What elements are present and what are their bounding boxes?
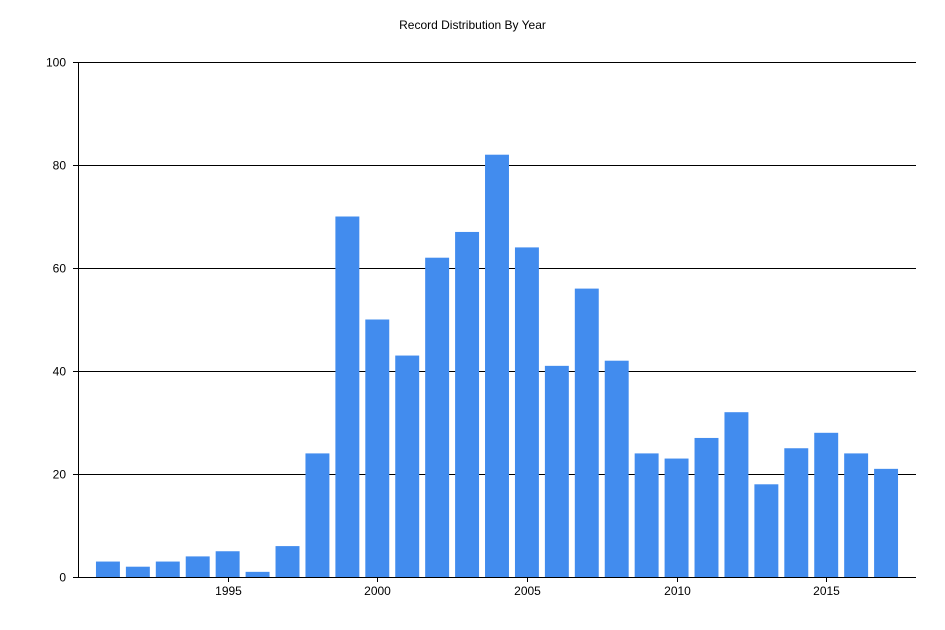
y-tick-label-60: 60	[53, 262, 67, 276]
y-tick-label-100: 100	[46, 56, 66, 70]
bar-2003	[455, 231, 480, 577]
x-tick-label-2000: 2000	[364, 584, 391, 598]
bar-1996	[245, 571, 270, 577]
bar-2013	[754, 484, 779, 577]
x-tick-label-2010: 2010	[664, 584, 691, 598]
bar-2008	[604, 360, 629, 577]
bar-2015	[814, 432, 839, 577]
bar-2017	[874, 468, 899, 577]
bar-1991	[95, 561, 120, 577]
bars	[95, 154, 899, 577]
bar-2012	[724, 412, 749, 577]
bar-2005	[514, 247, 539, 577]
bar-2002	[425, 257, 450, 577]
bar-2004	[485, 154, 509, 577]
bar-1993	[155, 561, 180, 577]
bar-1997	[275, 546, 300, 577]
bar-1995	[215, 551, 240, 577]
bar-2014	[784, 448, 809, 577]
y-tick-label-0: 0	[59, 571, 66, 585]
axes	[78, 62, 916, 578]
chart-title: Record Distribution By Year	[399, 18, 546, 32]
x-tick-label-2015: 2015	[813, 584, 840, 598]
bar-2001	[395, 355, 420, 577]
bar-1999	[335, 216, 360, 577]
bar-1994	[185, 556, 210, 577]
y-tick-label-20: 20	[53, 468, 67, 482]
bar-2000	[365, 319, 390, 577]
bar-1992	[125, 566, 150, 577]
bar-2009	[634, 453, 659, 577]
bar-2006	[544, 365, 569, 577]
y-axis-ticks: 0 20 40 60 80 100	[46, 56, 78, 585]
y-tick-label-80: 80	[53, 159, 67, 173]
bar-2011	[694, 437, 719, 577]
x-tick-label-2005: 2005	[514, 584, 541, 598]
x-tick-label-1995: 1995	[215, 584, 242, 598]
x-axis-ticks: 1995 2000 2005 2010 2015	[215, 577, 840, 598]
y-tick-label-40: 40	[53, 365, 67, 379]
bar-2016	[844, 453, 869, 577]
bar-1998	[305, 453, 330, 577]
bar-2010	[664, 458, 689, 577]
bar-2007	[574, 288, 599, 577]
